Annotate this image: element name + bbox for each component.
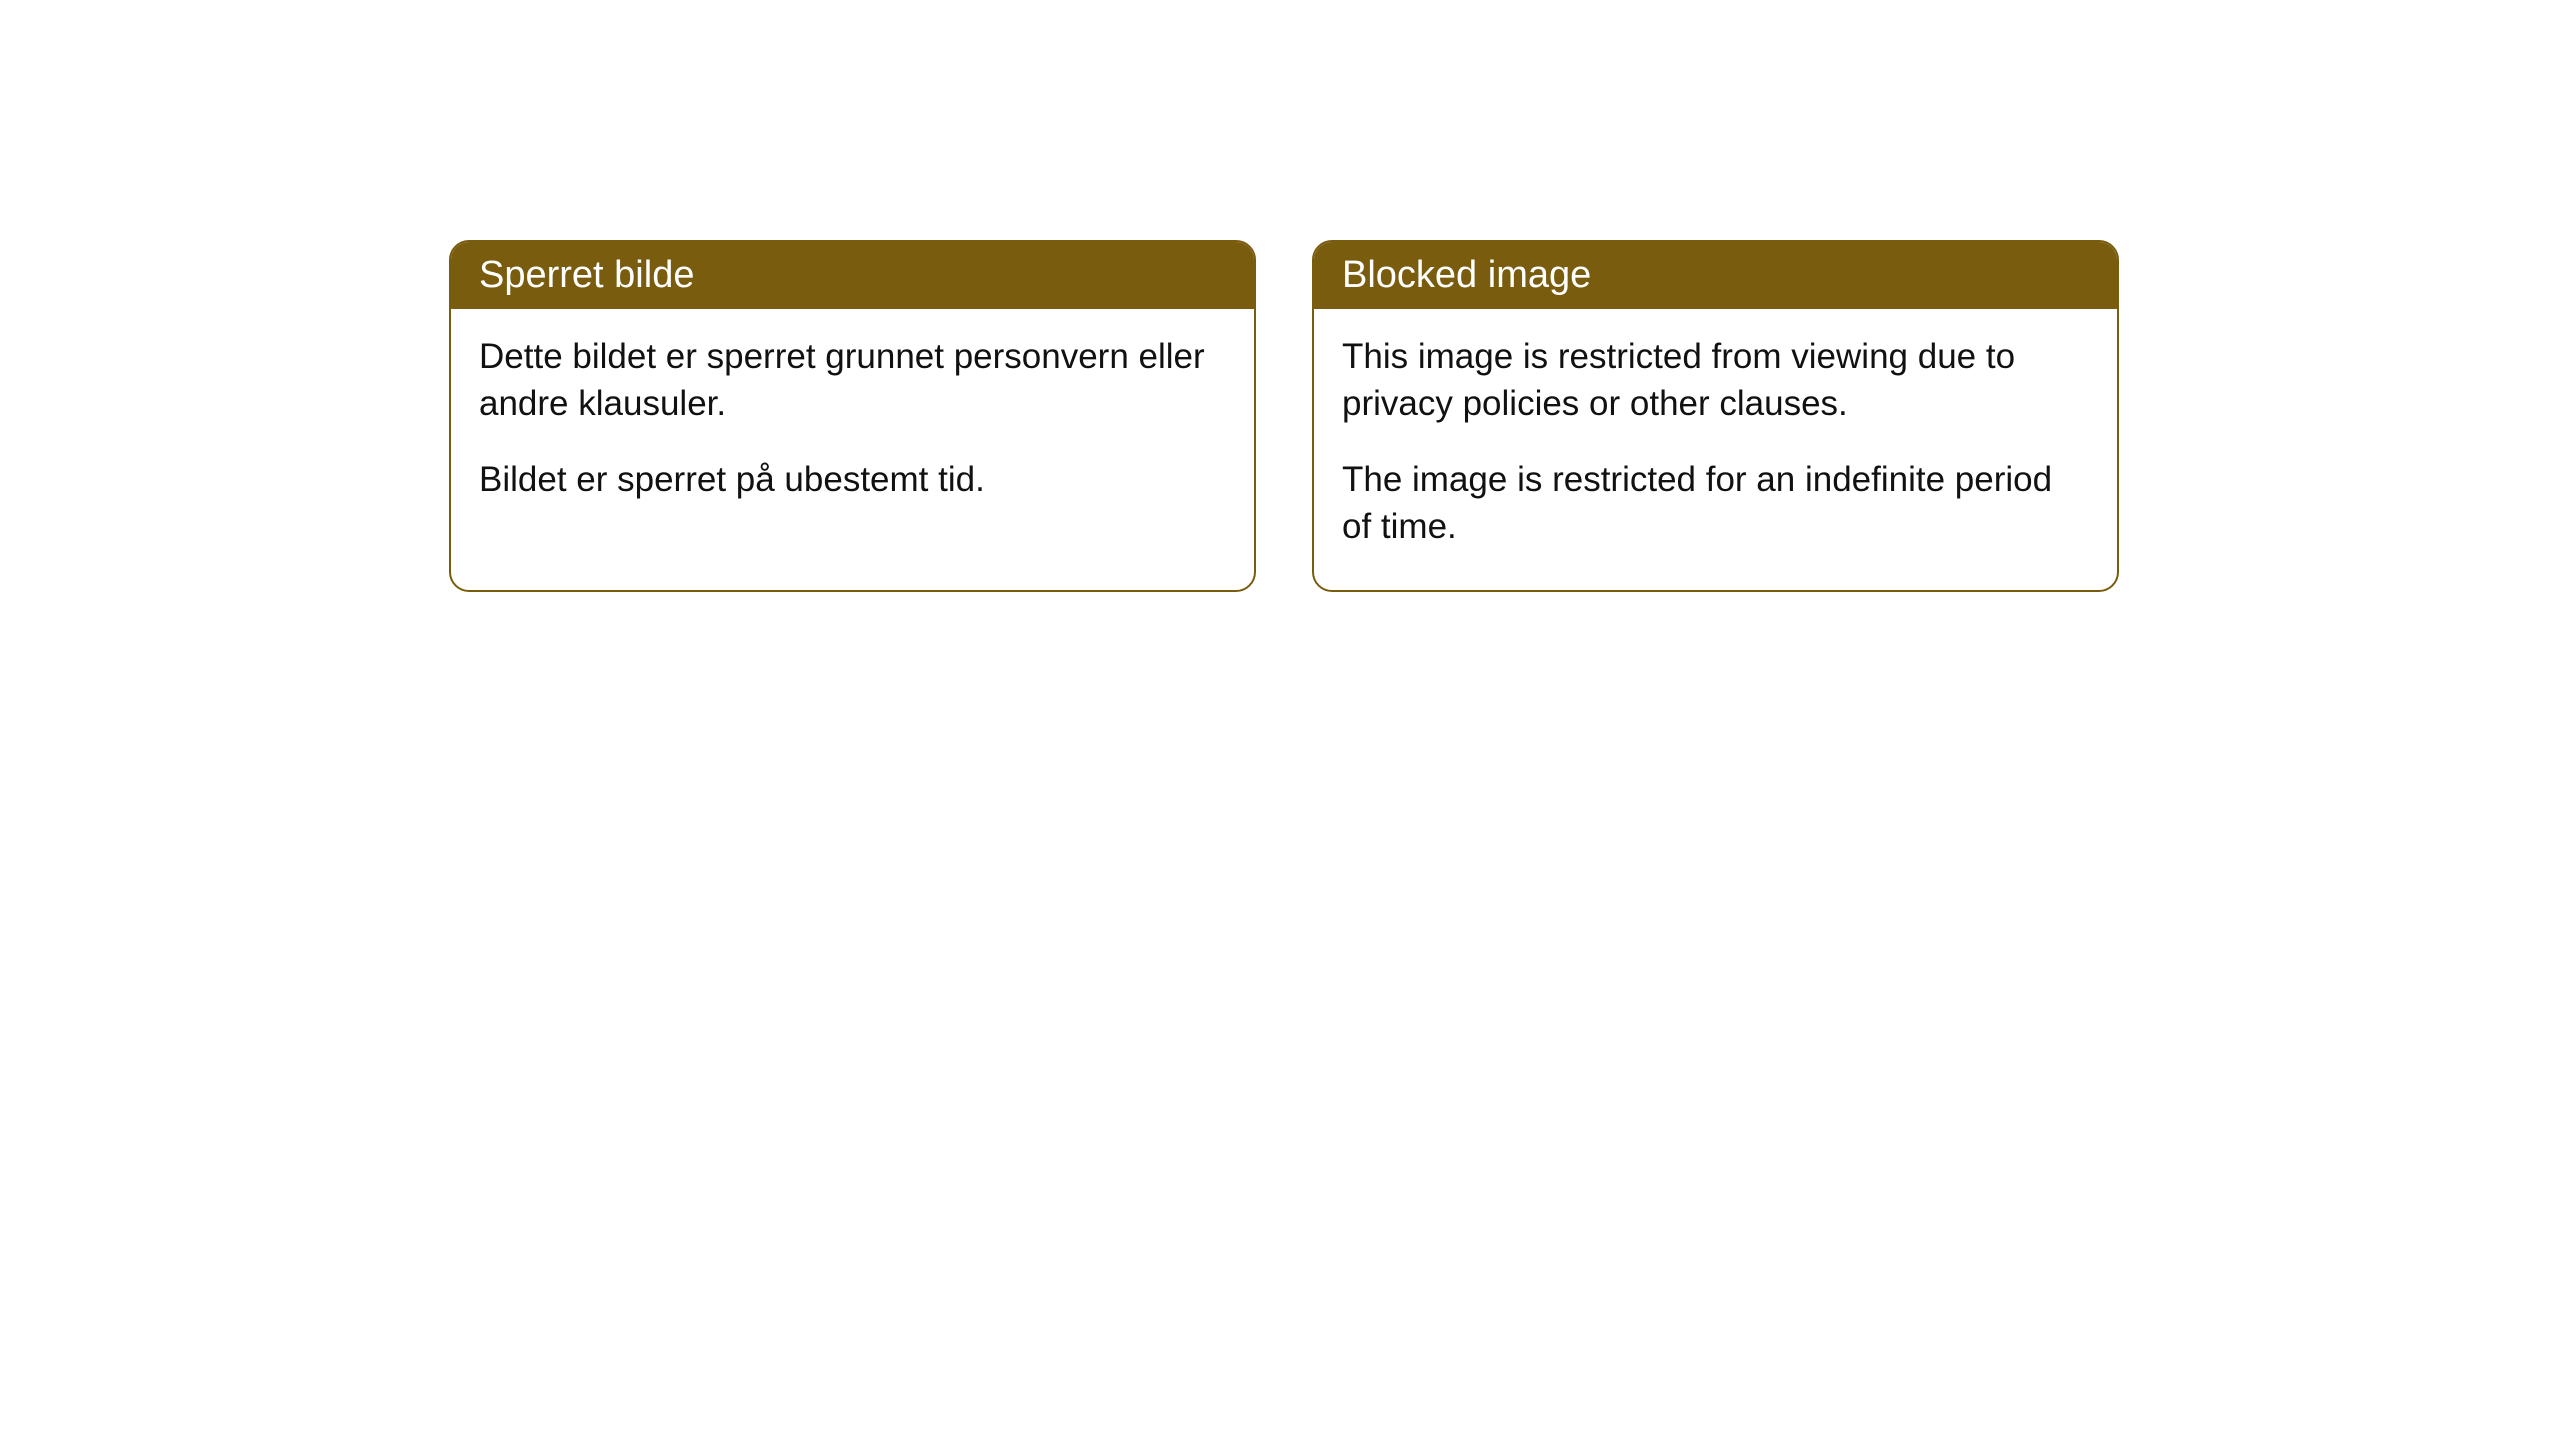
card-paragraph: The image is restricted for an indefinit… (1342, 456, 2089, 551)
card-body: This image is restricted from viewing du… (1314, 309, 2117, 590)
card-header-text: Blocked image (1342, 254, 1591, 296)
card-header: Sperret bilde (451, 242, 1254, 309)
card-paragraph: Bildet er sperret på ubestemt tid. (479, 456, 1226, 503)
card-header: Blocked image (1314, 242, 2117, 309)
card-paragraph: This image is restricted from viewing du… (1342, 333, 2089, 428)
blocked-image-card-en: Blocked image This image is restricted f… (1312, 240, 2119, 592)
notice-cards-container: Sperret bilde Dette bildet er sperret gr… (449, 240, 2119, 592)
card-header-text: Sperret bilde (479, 254, 694, 296)
blocked-image-card-nb: Sperret bilde Dette bildet er sperret gr… (449, 240, 1256, 592)
card-body: Dette bildet er sperret grunnet personve… (451, 309, 1254, 543)
card-paragraph: Dette bildet er sperret grunnet personve… (479, 333, 1226, 428)
